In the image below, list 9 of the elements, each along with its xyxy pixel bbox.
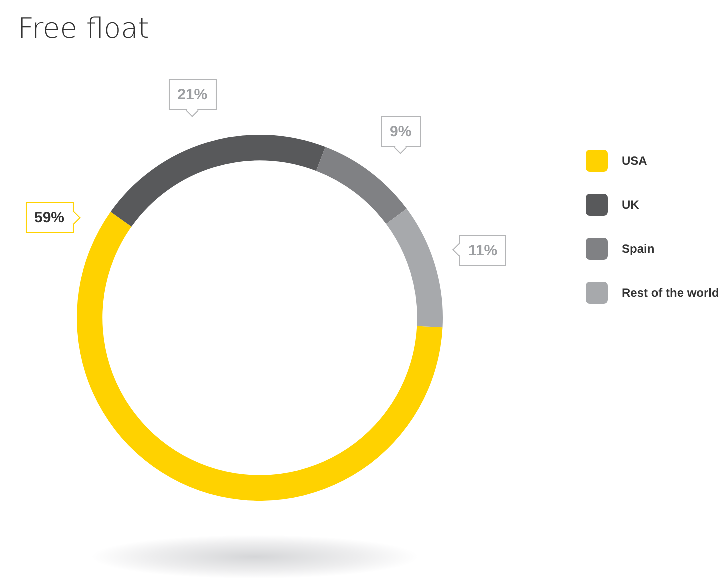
legend-label: USA [622,154,648,168]
chart-title: Free float [18,12,150,45]
data-label: 11% [468,242,498,260]
legend-label: UK [622,198,640,212]
data-label: 59% [34,210,65,227]
data-label: 9% [390,124,412,141]
legend-label: Spain [622,242,655,256]
data-label: 21% [178,86,208,104]
legend-label: Rest of the world [622,286,720,300]
